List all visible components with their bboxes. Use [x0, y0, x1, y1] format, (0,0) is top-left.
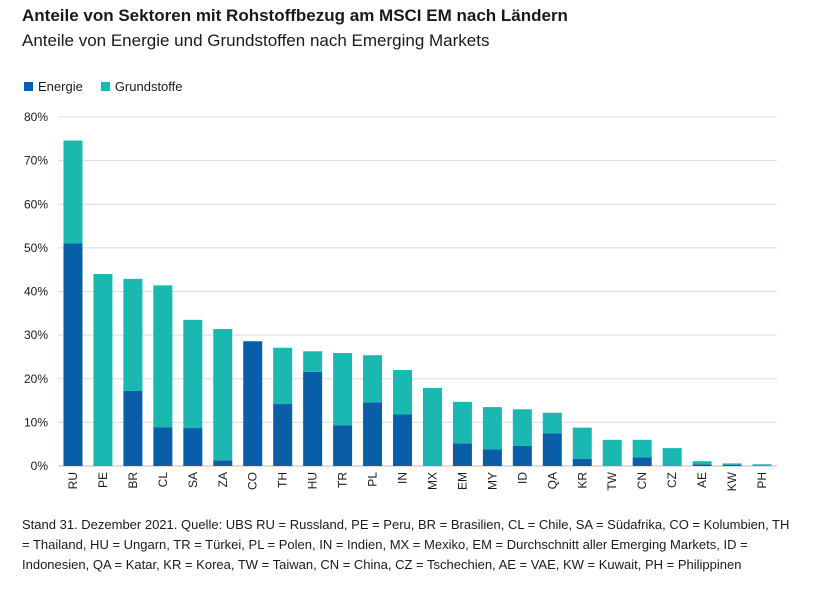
x-tick-label: IN — [396, 472, 410, 484]
bar-energie-in — [393, 414, 413, 466]
x-tick-label: KW — [725, 471, 739, 491]
x-tick-label: HU — [306, 472, 320, 489]
bar-grundstoffe-br — [123, 278, 143, 391]
bar-energie-cn — [632, 457, 652, 466]
bar-energie-th — [273, 404, 293, 466]
bar-grundstoffe-in — [393, 370, 413, 415]
bar-energie-em — [452, 443, 472, 466]
x-tick-label: BR — [126, 472, 140, 489]
bar-grundstoffe-cl — [153, 285, 173, 428]
bar-grundstoffe-za — [213, 329, 233, 461]
x-tick-label: RU — [66, 472, 80, 489]
x-tick-label: AE — [695, 472, 709, 488]
bar-grundstoffe-hu — [303, 351, 323, 372]
bar-energie-my — [482, 449, 502, 466]
x-tick-label: PE — [96, 472, 110, 488]
bar-grundstoffe-tr — [333, 353, 353, 426]
bar-energie-tr — [333, 425, 353, 466]
bar-grundstoffe-cn — [632, 439, 652, 458]
bar-energie-hu — [303, 371, 323, 466]
bar-grundstoffe-qa — [542, 412, 562, 434]
x-tick-label: PH — [755, 472, 769, 489]
bar-grundstoffe-tw — [602, 439, 622, 466]
bar-energie-sa — [183, 428, 203, 466]
y-tick-label: 70% — [24, 154, 48, 168]
x-tick-label: EM — [455, 472, 469, 490]
x-tick-label: MX — [425, 472, 439, 490]
chart-legend: Energie Grundstoffe — [24, 79, 183, 94]
x-tick-label: CN — [635, 472, 649, 489]
legend-swatch-grundstoffe — [100, 82, 110, 91]
legend-label-energie: Energie — [38, 79, 83, 94]
bar-energie-kw — [722, 464, 742, 466]
bar-energie-kr — [572, 459, 592, 466]
x-tick-label: TR — [336, 472, 350, 488]
bar-energie-cl — [153, 427, 173, 466]
bar-grundstoffe-ru — [63, 140, 83, 244]
y-tick-label: 80% — [24, 110, 48, 124]
bar-energie-ru — [63, 243, 83, 466]
y-tick-label: 10% — [24, 415, 48, 429]
bar-grundstoffe-em — [452, 401, 472, 444]
bar-energie-id — [512, 445, 532, 466]
x-tick-label: SA — [186, 472, 200, 488]
legend-item-energie: Energie — [24, 79, 83, 94]
bar-energie-za — [213, 460, 233, 466]
x-tick-label: CO — [246, 472, 260, 490]
y-tick-label: 0% — [31, 459, 49, 473]
bar-energie-qa — [542, 433, 562, 466]
bar-energie-co — [243, 341, 263, 466]
bar-grundstoffe-mx — [422, 387, 442, 466]
x-tick-label: CL — [156, 472, 170, 488]
x-tick-label: CZ — [665, 472, 679, 488]
legend-swatch-energie — [24, 82, 33, 91]
bar-grundstoffe-pe — [93, 274, 113, 466]
y-tick-label: 30% — [24, 328, 48, 342]
chart-title: Anteile von Sektoren mit Rohstoffbezug a… — [22, 6, 568, 25]
bar-energie-pl — [363, 402, 383, 466]
x-tick-label: QA — [545, 472, 559, 489]
legend-label-grundstoffe: Grundstoffe — [114, 79, 183, 94]
chart-subtitle: Anteile von Energie und Grundstoffen nac… — [22, 31, 490, 50]
y-tick-label: 40% — [24, 285, 48, 299]
bar-grundstoffe-cz — [662, 448, 682, 466]
bar-grundstoffe-my — [482, 407, 502, 450]
bar-grundstoffe-th — [273, 347, 293, 405]
x-tick-label: PL — [366, 472, 380, 487]
x-tick-label: MY — [485, 472, 499, 490]
y-tick-label: 20% — [24, 372, 48, 386]
bar-grundstoffe-kr — [572, 427, 592, 460]
stacked-bar-chart: 0% 10% 20% 30% 40% 50% 60% 70% 80% RU PE BR CL SA ZA CO… — [24, 110, 777, 491]
y-tick-label: 50% — [24, 241, 48, 255]
bar-grundstoffe-ph — [752, 464, 772, 466]
bar-energie-br — [123, 390, 143, 466]
bar-energie-ae — [692, 464, 712, 466]
footnote: Stand 31. Dezember 2021. Quelle: UBS RU … — [22, 517, 790, 572]
x-tick-label: ZA — [216, 472, 230, 487]
bar-grundstoffe-sa — [183, 319, 203, 429]
x-tick-label: TW — [605, 471, 619, 490]
legend-item-grundstoffe: Grundstoffe — [100, 79, 183, 94]
x-tick-label: ID — [515, 472, 529, 484]
bar-grundstoffe-id — [512, 409, 532, 446]
x-tick-label: TH — [276, 472, 290, 488]
x-tick-label: KR — [575, 472, 589, 489]
y-tick-label: 60% — [24, 197, 48, 211]
bar-grundstoffe-kw — [722, 463, 742, 465]
bar-grundstoffe-pl — [363, 355, 383, 403]
bar-grundstoffe-ae — [692, 461, 712, 465]
